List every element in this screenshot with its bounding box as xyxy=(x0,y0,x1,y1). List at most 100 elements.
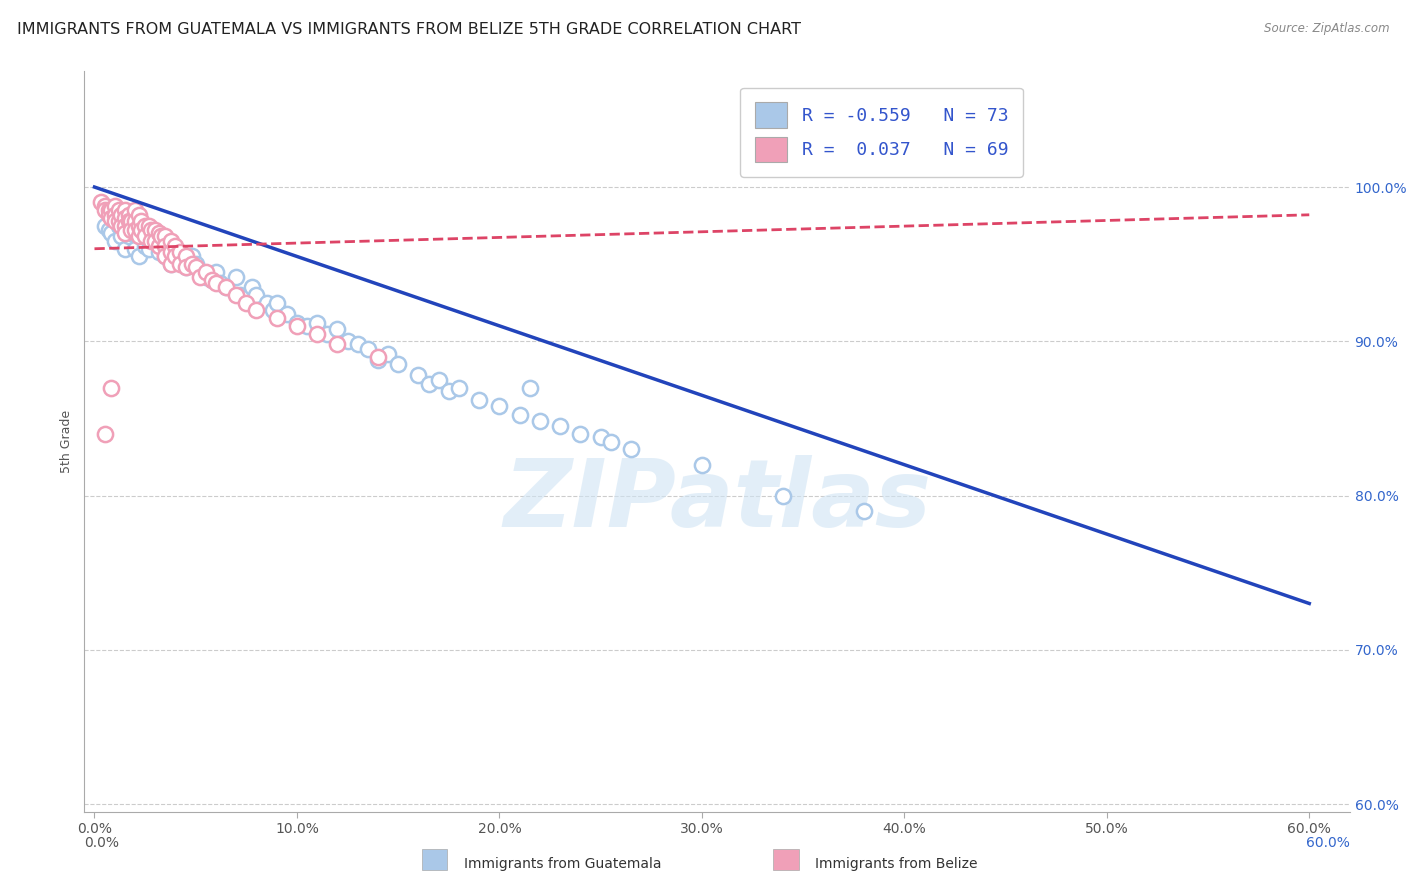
Point xyxy=(118,208,141,222)
Point xyxy=(307,326,329,341)
Point xyxy=(155,242,177,256)
Point xyxy=(160,257,183,271)
Point xyxy=(408,368,430,383)
Point xyxy=(114,211,136,225)
Text: 60.0%: 60.0% xyxy=(1306,836,1350,850)
Point xyxy=(104,203,127,218)
Point xyxy=(276,306,298,320)
Point xyxy=(124,203,146,218)
Point xyxy=(336,334,359,349)
Point xyxy=(201,272,224,286)
Point xyxy=(100,227,122,241)
Point xyxy=(529,415,551,429)
Point xyxy=(367,350,389,364)
Point xyxy=(447,380,470,394)
Point xyxy=(128,229,150,244)
Point xyxy=(141,223,163,237)
Point xyxy=(589,430,612,444)
Point xyxy=(128,229,150,244)
Point xyxy=(141,223,163,237)
Point xyxy=(235,295,257,310)
Point xyxy=(134,229,156,244)
Point xyxy=(110,219,132,233)
Text: ZIPatlas: ZIPatlas xyxy=(503,455,931,547)
Point xyxy=(134,238,156,252)
Point xyxy=(208,276,231,290)
Point xyxy=(184,260,207,275)
Point xyxy=(307,316,329,330)
Legend: R = -0.559   N = 73, R =  0.037   N = 69: R = -0.559 N = 73, R = 0.037 N = 69 xyxy=(741,87,1022,177)
Point xyxy=(120,227,142,241)
Point xyxy=(93,426,115,441)
Point xyxy=(165,249,187,264)
Point xyxy=(346,337,368,351)
Text: 0.0%: 0.0% xyxy=(84,836,120,850)
Point xyxy=(129,214,152,228)
Point xyxy=(201,272,224,286)
Point xyxy=(266,295,288,310)
Point xyxy=(155,249,177,264)
Point xyxy=(165,238,187,252)
Point xyxy=(235,291,257,305)
Point xyxy=(180,249,202,264)
Point xyxy=(242,280,264,294)
Point xyxy=(114,227,136,241)
Point xyxy=(367,352,389,367)
Point xyxy=(114,242,136,256)
Point xyxy=(118,214,141,228)
Point xyxy=(169,254,191,268)
Point xyxy=(188,269,211,284)
Point xyxy=(114,219,136,233)
Point xyxy=(97,203,120,218)
Point xyxy=(316,326,339,341)
Point xyxy=(215,280,238,294)
Point xyxy=(134,229,156,244)
Point xyxy=(148,227,170,241)
Point xyxy=(90,195,112,210)
Point xyxy=(256,295,278,310)
Point xyxy=(97,223,120,237)
Point xyxy=(548,419,571,434)
Point xyxy=(188,265,211,279)
Point xyxy=(114,203,136,218)
Point xyxy=(128,249,150,264)
Point xyxy=(104,214,127,228)
Point xyxy=(194,269,217,284)
Point xyxy=(468,392,491,407)
Point xyxy=(128,208,150,222)
Point xyxy=(194,265,217,279)
Point xyxy=(93,198,115,212)
Point xyxy=(620,442,643,457)
Point xyxy=(104,208,127,222)
Point xyxy=(138,219,160,233)
Point xyxy=(165,242,187,256)
Y-axis label: 5th Grade: 5th Grade xyxy=(59,410,73,473)
Point xyxy=(357,342,380,356)
Point xyxy=(107,214,129,228)
Point xyxy=(143,234,166,248)
Text: IMMIGRANTS FROM GUATEMALA VS IMMIGRANTS FROM BELIZE 5TH GRADE CORRELATION CHART: IMMIGRANTS FROM GUATEMALA VS IMMIGRANTS … xyxy=(17,22,801,37)
Point xyxy=(160,244,183,259)
Point xyxy=(326,337,349,351)
Point xyxy=(150,229,173,244)
Point xyxy=(97,208,120,222)
Point xyxy=(229,288,252,302)
Point xyxy=(155,249,177,264)
Point xyxy=(155,229,177,244)
Point xyxy=(104,198,127,212)
Point xyxy=(124,223,146,237)
Point xyxy=(107,219,129,233)
Point xyxy=(427,373,450,387)
Point xyxy=(690,458,713,472)
Point xyxy=(180,257,202,271)
Point xyxy=(143,234,166,248)
Point xyxy=(772,489,794,503)
Point xyxy=(143,223,166,237)
Point xyxy=(437,384,460,398)
Point xyxy=(205,276,228,290)
Point xyxy=(599,434,621,449)
Point xyxy=(93,219,115,233)
Point xyxy=(107,203,129,218)
Point xyxy=(100,211,122,225)
Point xyxy=(160,257,183,271)
